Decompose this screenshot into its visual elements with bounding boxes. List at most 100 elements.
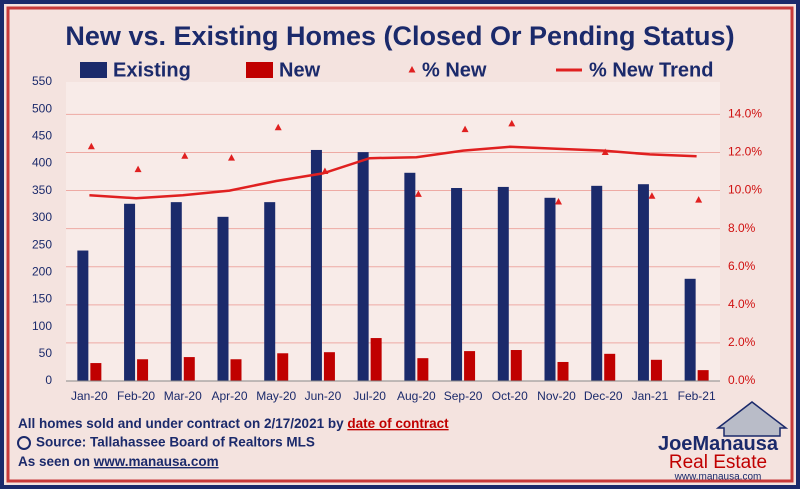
y2-tick-label: 12.0%: [728, 145, 762, 159]
x-tick-label: Sep-20: [444, 389, 483, 403]
y-tick-label: 400: [32, 156, 52, 170]
bar: [451, 188, 463, 381]
logo: JoeManausa Real Estate www.manausa.com: [658, 401, 789, 483]
y2-tick-label: 6.0%: [728, 259, 756, 273]
bar: [170, 202, 182, 381]
marker: [601, 148, 609, 155]
y-tick-label: 100: [32, 319, 52, 333]
bar: [591, 185, 603, 381]
bar: [417, 358, 429, 381]
chart-title: New vs. Existing Homes (Closed Or Pendin…: [65, 21, 734, 51]
marker: [228, 154, 235, 161]
note: All homes sold and under contract on 2/1…: [18, 416, 449, 431]
x-tick-label: Jan-20: [71, 389, 108, 403]
bar: [497, 186, 509, 381]
x-tick-label: Mar-20: [164, 389, 202, 403]
bar: [684, 278, 696, 381]
x-tick-label: Feb-21: [678, 389, 716, 403]
marker: [648, 192, 656, 199]
y-tick-label: 350: [32, 183, 52, 197]
plot-area: [66, 82, 720, 381]
y-tick-label: 500: [32, 101, 52, 115]
marker: [134, 165, 142, 173]
marker: [87, 142, 95, 150]
bar: [183, 357, 195, 381]
logo-last: Manausa: [692, 433, 778, 455]
y2-tick-label: 8.0%: [728, 221, 756, 235]
source-icon: [17, 436, 31, 450]
x-tick-label: Jan-21: [632, 389, 669, 403]
legend-label: % New Trend: [589, 59, 713, 81]
x-tick-label: Aug-20: [397, 389, 436, 403]
marker: [181, 152, 189, 159]
legend: Existing New % New % New Trend: [80, 59, 713, 81]
y-tick-label: 50: [39, 346, 53, 360]
bar: [510, 350, 522, 381]
legend-label: New: [279, 59, 321, 81]
x-tick-label: May-20: [256, 389, 296, 403]
legend-swatch: [408, 66, 416, 73]
marker: [274, 123, 282, 131]
marker: [461, 125, 469, 133]
y2-tick-label: 0.0%: [728, 373, 756, 387]
x-tick-label: Jun-20: [305, 389, 342, 403]
logo-name: JoeManausa: [658, 433, 779, 455]
legend-label: % New: [422, 59, 487, 81]
marker: [321, 167, 329, 175]
bar: [217, 216, 229, 381]
trend-line: [89, 145, 697, 200]
bar: [264, 202, 276, 381]
bar: [464, 351, 476, 381]
y-tick-label: 550: [32, 74, 52, 88]
note-text: As seen on: [18, 454, 94, 469]
bar: [137, 359, 149, 381]
x-tick-label: Nov-20: [537, 389, 576, 403]
logo-url: www.manausa.com: [674, 472, 762, 483]
note-link[interactable]: date of contract: [347, 416, 449, 431]
inner-frame: [6, 6, 794, 483]
legend-swatch: [246, 62, 273, 78]
axes: 0 50 100 150 200 250 300 350 400 450 500 550 0.0% 2.0…: [32, 74, 762, 403]
bar: [604, 353, 616, 381]
bar: [230, 359, 242, 381]
legend-label: Existing: [113, 59, 191, 81]
bar: [697, 370, 709, 381]
bar: [370, 338, 382, 381]
y-tick-label: 250: [32, 237, 52, 251]
bar: [323, 352, 335, 381]
y-tick-label: 450: [32, 129, 52, 143]
bar: [357, 152, 369, 381]
marker: [414, 190, 422, 197]
bar: [404, 172, 416, 381]
x-tick-label: Apr-20: [211, 389, 247, 403]
note: As seen on www.manausa.com: [18, 454, 219, 469]
note-link[interactable]: www.manausa.com: [93, 454, 219, 469]
bar: [544, 197, 556, 381]
bar: [277, 353, 289, 381]
y-tick-label: 300: [32, 210, 52, 224]
bar: [77, 250, 89, 381]
x-tick-label: Feb-20: [117, 389, 155, 403]
y2-tick-label: 2.0%: [728, 335, 756, 349]
note-text: All homes sold and under contract on 2/1…: [18, 416, 347, 431]
legend-swatch: [80, 62, 107, 78]
bar: [90, 363, 102, 381]
logo-line2: Real Estate: [669, 452, 767, 473]
marker: [555, 197, 562, 205]
logo-first: Joe: [658, 433, 692, 455]
bar: [650, 359, 662, 381]
y-tick-label: 200: [32, 264, 52, 278]
bar: [310, 149, 322, 381]
bar: [124, 203, 136, 381]
y2-tick-label: 10.0%: [728, 183, 762, 197]
logo-house: [715, 401, 789, 437]
marker: [508, 119, 516, 127]
y-tick-label: 150: [32, 292, 52, 306]
y-tick-label: 0: [45, 373, 52, 387]
x-tick-label: Oct-20: [492, 389, 528, 403]
bar: [557, 361, 569, 381]
bar: [637, 184, 649, 381]
x-tick-label: Dec-20: [584, 389, 623, 403]
